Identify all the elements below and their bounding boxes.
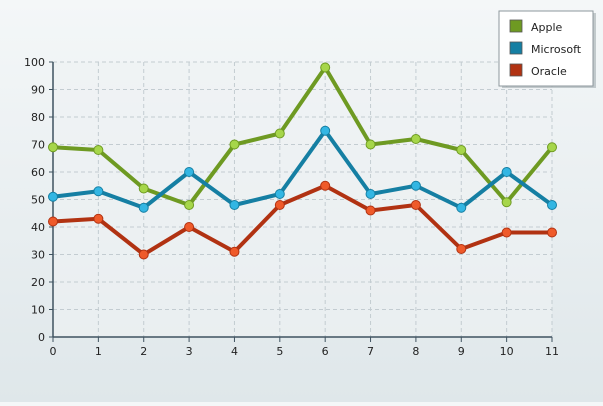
data-point-apple [365,139,376,150]
data-point-oracle [274,200,285,210]
data-point-apple [138,183,149,194]
data-point-apple [48,142,58,153]
data-point-oracle [184,222,195,232]
legend: Apple Microsoft Oracle [498,10,596,88]
x-tick-label: 6 [322,345,329,358]
x-tick-label: 10 [500,345,514,358]
x-tick-label: 7 [367,345,374,358]
data-point-microsoft [410,180,421,191]
series-line-apple [51,65,554,207]
y-tick-label: 60 [31,166,45,179]
legend-swatch-oracle [509,63,523,77]
legend-label-apple: Apple [531,21,563,34]
data-point-apple [456,145,467,155]
data-point-apple [320,62,331,73]
data-point-microsoft [184,167,195,177]
data-point-apple [501,197,512,208]
legend-swatch-apple [509,19,523,33]
data-point-oracle [456,244,467,254]
y-tick-label: 20 [31,276,45,289]
data-point-oracle [365,205,376,216]
x-tick-label: 5 [276,345,283,358]
data-point-microsoft [48,191,58,202]
data-point-oracle [501,227,512,238]
data-point-microsoft [93,186,104,197]
data-point-microsoft [138,202,149,213]
series-layer [48,62,557,260]
data-point-apple [184,200,195,210]
data-point-microsoft [501,167,512,177]
x-tick-label: 8 [412,345,419,358]
x-tick-label: 9 [458,345,465,358]
data-point-oracle [48,216,58,227]
y-tick-label: 70 [31,139,45,152]
data-point-apple [410,134,421,144]
data-point-microsoft [274,189,285,199]
x-tick-label: 2 [140,345,147,358]
y-tick-label: 0 [38,331,45,344]
data-point-microsoft [320,125,331,136]
y-tick-label: 10 [31,304,45,317]
x-tick-label: 11 [545,345,559,358]
y-tick-label: 100 [24,56,45,69]
series-line-oracle [51,183,554,257]
legend-label-microsoft: Microsoft [531,43,582,56]
data-point-apple [229,139,240,150]
data-point-apple [93,145,104,155]
data-point-oracle [229,246,240,257]
data-point-microsoft [229,200,240,210]
x-tick-label: 4 [231,345,238,358]
data-point-microsoft [365,189,376,199]
data-point-oracle [93,213,104,224]
y-tick-label: 80 [31,111,45,124]
data-point-apple [547,142,557,153]
data-point-oracle [320,180,331,191]
data-point-microsoft [456,202,467,213]
y-tick-label: 40 [31,221,45,234]
series-line-microsoft [51,128,554,210]
data-point-oracle [138,249,149,260]
x-tick-label: 1 [95,345,102,358]
y-tick-label: 50 [31,194,45,207]
x-tick-label: 0 [50,345,57,358]
y-tick-label: 90 [31,84,45,97]
data-point-microsoft [547,200,557,210]
legend-swatch-microsoft [509,41,523,55]
data-point-oracle [547,227,557,238]
x-tick-label: 3 [186,345,193,358]
data-point-apple [274,128,285,139]
legend-label-oracle: Oracle [531,65,567,78]
data-point-oracle [410,200,421,210]
y-tick-label: 30 [31,249,45,262]
